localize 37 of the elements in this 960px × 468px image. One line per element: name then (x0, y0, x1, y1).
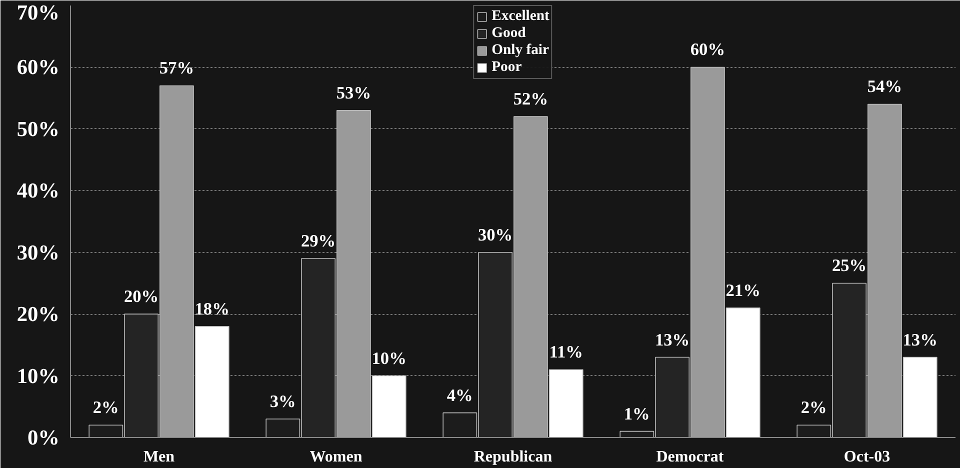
x-tick-label: Men (143, 448, 175, 466)
data-label: 10% (372, 348, 406, 368)
legend-label: Good (492, 25, 526, 42)
data-label: 53% (336, 83, 372, 102)
x-tick-label: Republican (474, 448, 552, 466)
data-label: 29% (300, 232, 336, 251)
data-label: 57% (159, 58, 194, 78)
data-label: 20% (124, 287, 159, 306)
x-tick-label: Oct-03 (844, 448, 890, 466)
data-label: 30% (478, 225, 513, 244)
x-tick-label: Women (310, 448, 362, 466)
y-tick-label: 10% (16, 364, 60, 388)
y-tick-label: 20% (16, 302, 60, 326)
data-label: 13% (902, 330, 938, 350)
legend-label: Excellent (492, 8, 550, 25)
legend-label: Poor (492, 59, 522, 76)
data-label: 3% (270, 392, 296, 411)
data-label: 21% (726, 280, 760, 300)
y-tick-label: 70% (16, 0, 60, 24)
data-label: 1% (624, 404, 650, 424)
y-tick-label: 40% (16, 178, 60, 203)
y-tick-label: 0% (28, 426, 60, 450)
x-tick-label: Democrat (656, 448, 724, 466)
data-label: 4% (446, 386, 473, 405)
data-label: 60% (690, 40, 726, 60)
data-label: 13% (654, 330, 690, 350)
data-label: 2% (92, 398, 119, 418)
legend-label: Only fair (492, 42, 550, 59)
y-tick-label: 60% (16, 55, 60, 80)
data-label: 11% (549, 342, 583, 362)
data-label: 54% (867, 77, 902, 96)
y-tick-label: 50% (16, 116, 60, 141)
y-tick-label: 30% (16, 240, 60, 264)
data-label: 2% (800, 398, 827, 418)
data-label: 18% (194, 299, 230, 318)
data-label: 52% (513, 90, 548, 109)
data-label: 25% (832, 256, 867, 276)
